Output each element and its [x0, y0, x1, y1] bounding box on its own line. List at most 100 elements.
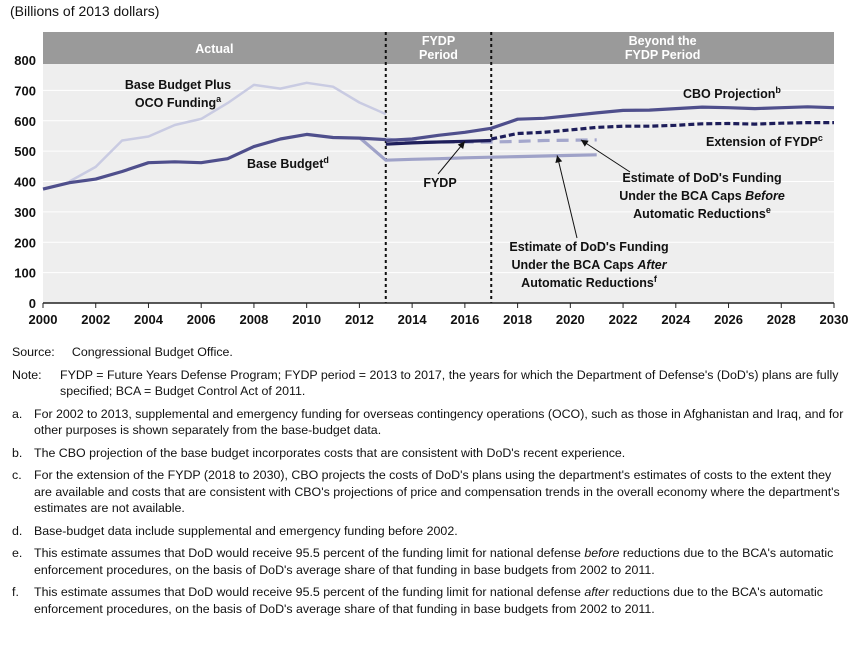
source-text: Congressional Budget Office. [71, 345, 233, 359]
plot-background [43, 32, 834, 303]
y-tick-label: 300 [14, 205, 36, 220]
y-tick-label: 600 [14, 114, 36, 129]
series-label-line: Automatic Reductionse [633, 205, 771, 221]
note-label: Note: [12, 367, 42, 382]
footnote-label: a. [12, 406, 23, 421]
footnote-d: d. Base-budget data include supplemental … [12, 523, 844, 540]
footnote-marker: d [323, 155, 329, 165]
footnotes: a. For 2002 to 2013, supplemental and eme… [12, 406, 844, 618]
footnote-f: f. This estimate assumes that DoD would r… [12, 584, 844, 617]
y-tick-label: 400 [14, 175, 36, 190]
series-label-line: Base Budgetd [247, 155, 329, 171]
annotation-arrow [556, 155, 578, 239]
x-tick-label: 2010 [292, 312, 321, 327]
y-tick-label: 0 [29, 296, 36, 311]
series-line [385, 138, 492, 146]
y-axis-label: (Billions of 2013 dollars) [10, 3, 159, 19]
footnote-text-part: reductions due to the BCA's automatic en… [34, 585, 823, 616]
series-label: Estimate of DoD's Funding Under the BCA C… [509, 240, 668, 290]
series-label-line: Under the BCA Caps Before [619, 189, 785, 203]
series-label: Base Budget Plus OCO Fundinga [125, 78, 231, 110]
chart-notes: Source: Congressional Budget Office. Not… [12, 344, 844, 623]
y-tick-label: 700 [14, 83, 36, 98]
x-tick-label: 2014 [398, 312, 428, 327]
period-label: Actual [195, 42, 233, 56]
note-text: FYDP = Future Years Defense Program; FYD… [60, 367, 839, 399]
period-label-line: Beyond the [629, 34, 697, 48]
y-axis-ticks: 0 100 200 300 400 500 600 700 800 [14, 53, 36, 311]
footnote-text-part: reductions due to the BCA's automatic en… [34, 546, 834, 577]
footnote-marker: c [818, 133, 823, 143]
note-line: Note: FYDP = Future Years Defense Progra… [12, 367, 844, 400]
footnote-label: c. [12, 468, 22, 482]
footnote-emphasis: after [584, 585, 610, 599]
series-label-emphasis: After [636, 258, 667, 272]
x-tick-label: 2002 [81, 312, 110, 327]
annotation-arrowhead [555, 155, 563, 164]
y-tick-label: 200 [14, 235, 36, 250]
footnote-text-part: This estimate assumes that DoD would rec… [34, 585, 585, 599]
footnote-text-part: This estimate assumes that DoD would rec… [34, 546, 585, 560]
footnote-label: b. [12, 445, 23, 460]
x-tick-label: 2008 [239, 312, 268, 327]
footnote-b: b. The CBO projection of the base budget … [12, 445, 844, 462]
y-tick-label: 500 [14, 144, 36, 159]
series-label-line: Extension of FYDPc [706, 133, 823, 149]
series-label-line: CBO Projectionb [683, 85, 781, 101]
x-tick-label: 2028 [767, 312, 796, 327]
footnote-text: This estimate assumes that DoD would rec… [34, 584, 844, 617]
footnote-e: e. This estimate assumes that DoD would r… [12, 545, 844, 578]
y-tick-label: 800 [14, 53, 36, 68]
period-label-line: Actual [195, 42, 233, 56]
footnote-label: f. [12, 585, 19, 599]
series-label: Estimate of DoD's Funding Under the BCA C… [619, 171, 785, 221]
x-tick-label: 2024 [661, 312, 691, 327]
series-label-line: OCO Fundinga [135, 94, 222, 110]
series-line [490, 121, 834, 141]
annotation-arrowhead [457, 141, 465, 150]
footnote-a: a. For 2002 to 2013, supplemental and eme… [12, 406, 844, 439]
y-tick-label: 100 [14, 266, 36, 281]
series-label: FYDP [423, 176, 456, 190]
x-tick-label: 2012 [345, 312, 374, 327]
footnote-emphasis: before [584, 546, 620, 560]
series-label-line: Estimate of DoD's Funding [622, 171, 781, 185]
x-tick-label: 2018 [503, 312, 532, 327]
footnote-label: e. [12, 546, 23, 560]
series-label-line: FYDP [423, 176, 456, 190]
x-tick-label: 2000 [29, 312, 58, 327]
source-label: Source: [12, 345, 55, 359]
footnote-text: The CBO projection of the base budget in… [34, 445, 626, 460]
footnote-c: c. For the extension of the FYDP (2018 to… [12, 467, 844, 517]
period-label: Beyond the FYDP Period [625, 34, 700, 62]
x-axis-ticks: 2000 2002 2004 2006 2008 2010 2012 2014 2016 2018… [29, 303, 849, 327]
period-label-line: FYDP [422, 34, 455, 48]
footnote-text: For the extension of the FYDP (2018 to 2… [34, 468, 840, 515]
x-tick-label: 2016 [450, 312, 479, 327]
series-annotations: Base Budget Plus OCO Fundinga Base Budgetd… [125, 78, 823, 290]
series-label: Extension of FYDPc [706, 133, 823, 149]
period-labels: Actual FYDP Period Beyond the FYDP Period [195, 34, 700, 62]
grid [43, 89, 834, 274]
footnote-marker: e [766, 205, 771, 215]
x-tick-label: 2020 [556, 312, 585, 327]
series-label: Base Budgetd [247, 155, 329, 171]
footnote-text: Base-budget data include supplemental an… [34, 523, 458, 538]
footnote-marker: f [654, 274, 658, 284]
x-tick-label: 2030 [820, 312, 849, 327]
period-label-line: Period [419, 48, 458, 62]
series-label-line: Under the BCA Caps After [511, 258, 667, 272]
footnote-text: For 2002 to 2013, supplemental and emerg… [34, 406, 844, 438]
series-label: CBO Projectionb [683, 85, 781, 101]
series-label-line: Automatic Reductionsf [521, 274, 658, 290]
footnote-marker: b [775, 85, 781, 95]
footnote-label: d. [12, 523, 23, 538]
series-label-part: Under the BCA Caps [511, 258, 637, 272]
x-tick-label: 2006 [187, 312, 216, 327]
x-tick-label: 2004 [134, 312, 164, 327]
x-tick-label: 2022 [609, 312, 638, 327]
annotation-arrow [580, 139, 631, 173]
series-label-part: Under the BCA Caps [619, 189, 745, 203]
annotation-arrow [437, 141, 466, 175]
